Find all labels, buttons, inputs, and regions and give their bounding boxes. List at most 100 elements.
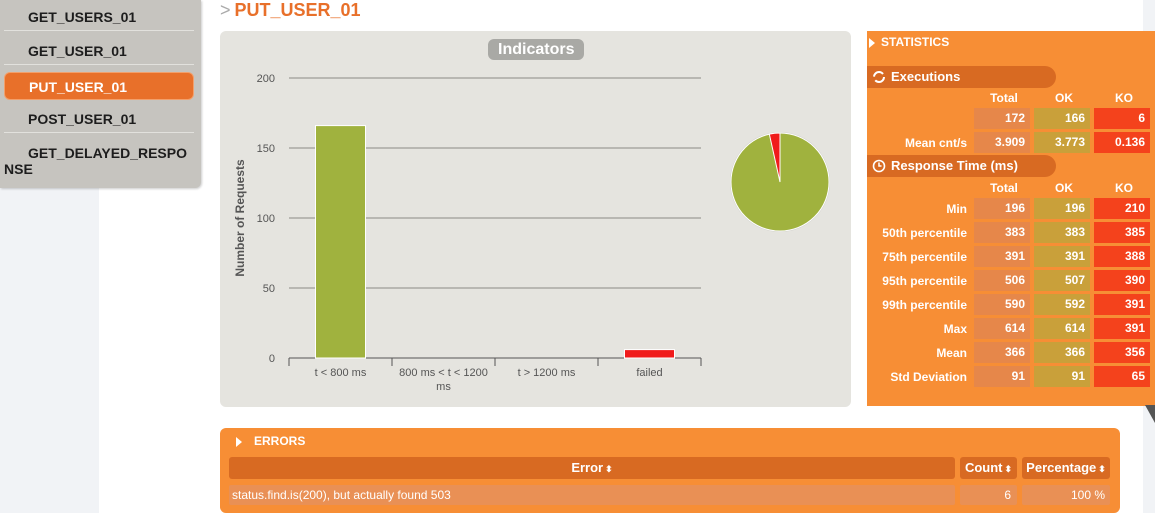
column-header-ko: KO [1115, 181, 1133, 195]
menu-item-label: GET_USERS_01 [28, 9, 137, 25]
menu-item-label: GET_DELAYED_RESPONSE [4, 145, 187, 177]
breadcrumb-separator: > [220, 0, 231, 20]
cell-total: 614 [974, 318, 1030, 339]
row-label: Std Deviation [890, 370, 967, 384]
indicators-panel: 0 50 100 150 200 Number of Requests t < 800 ms… [220, 31, 851, 407]
bar-0 [315, 125, 366, 359]
statistics-panel: STATISTICS Executions Total OK KO 172 166 6 Me… [867, 31, 1155, 406]
row-label: 75th percentile [882, 250, 967, 264]
refresh-icon [873, 71, 885, 83]
cell-total: 172 [974, 108, 1030, 129]
clock-icon [872, 159, 886, 173]
column-header-ok: OK [1055, 91, 1073, 105]
request-menu: GET_USERS_01 GET_USER_01 PUT_USER_01 POS… [0, 0, 201, 188]
menu-item-get-user[interactable]: GET_USER_01 [4, 37, 194, 65]
row-label: Min [946, 202, 967, 216]
count-column-header[interactable]: Count ⬍ [960, 457, 1017, 479]
x-tick-label: t > 1200 ms [518, 367, 576, 379]
error-message-cell: status.find.is(200), but actually found … [229, 485, 955, 505]
cell-ko: 390 [1094, 270, 1150, 291]
menu-item-get-users[interactable]: GET_USERS_01 [4, 3, 194, 31]
cell-ok: 614 [1034, 318, 1090, 339]
row-label: 50th percentile [882, 226, 967, 240]
errors-header[interactable]: ERRORS [236, 434, 305, 448]
cell-ko: 388 [1094, 246, 1150, 267]
sort-icon: ⬍ [605, 464, 613, 474]
column-header-ko: KO [1115, 91, 1133, 105]
cell-ok: 166 [1034, 108, 1090, 129]
row-label: 99th percentile [882, 298, 967, 312]
menu-item-label: GET_USER_01 [28, 43, 127, 59]
cell-ok: 366 [1034, 342, 1090, 363]
statistics-header[interactable]: STATISTICS [869, 35, 949, 49]
executions-title: Executions [891, 69, 961, 84]
cell-ok: 391 [1034, 246, 1090, 267]
cell-ok: 3.773 [1034, 132, 1090, 153]
errors-header-label: ERRORS [254, 434, 306, 448]
menu-item-label: PUT_USER_01 [29, 79, 128, 95]
row-label: Mean cnt/s [904, 136, 967, 150]
row-label: Max [943, 322, 967, 336]
x-tick-label: 800 ms < t < 1200 ms [399, 367, 488, 393]
y-tick-label: 150 [257, 143, 275, 155]
count-column-label: Count [964, 460, 1003, 475]
menu-item-post-user[interactable]: POST_USER_01 [4, 105, 194, 133]
percentage-column-header[interactable]: Percentage ⬍ [1022, 457, 1110, 479]
error-percentage-cell: 100 % [1022, 485, 1110, 505]
cell-total: 91 [974, 366, 1030, 387]
y-tick-label: 50 [263, 283, 275, 295]
sort-icon: ⬍ [1004, 464, 1013, 474]
response-time-title: Response Time (ms) [891, 158, 1018, 173]
x-tick-label: t < 800 ms [315, 367, 367, 379]
cell-ko: 65 [1094, 366, 1150, 387]
y-tick-label: 200 [257, 73, 275, 85]
cell-ok: 91 [1034, 366, 1090, 387]
cell-ko: 391 [1094, 318, 1150, 339]
column-header-ok: OK [1055, 181, 1073, 195]
cell-ko: 0.136 [1094, 132, 1150, 153]
cell-total: 3.909 [974, 132, 1030, 153]
expand-triangle-icon [236, 436, 242, 447]
cell-ko: 6 [1094, 108, 1150, 129]
column-header-total: Total [990, 91, 1018, 105]
pie-slice-failed [768, 132, 781, 183]
cell-total: 590 [974, 294, 1030, 315]
menu-item-put-user[interactable]: PUT_USER_01 [4, 72, 194, 100]
cell-ko: 385 [1094, 222, 1150, 243]
page-title: > PUT_USER_01 [220, 0, 361, 21]
cell-ok: 507 [1034, 270, 1090, 291]
request-name: PUT_USER_01 [234, 0, 361, 20]
row-label: Mean [936, 346, 967, 360]
error-column-label: Error [571, 460, 604, 475]
x-tick-label-line: ms [436, 381, 451, 393]
x-tick-label-line: 800 ms < t < 1200 [399, 367, 488, 379]
error-column-header[interactable]: Error ⬍ [229, 457, 955, 479]
response-time-section: Response Time (ms) [867, 155, 1056, 177]
errors-panel: ERRORS Error ⬍ Count ⬍ Percentage ⬍ status.… [220, 428, 1120, 513]
cell-ok: 196 [1034, 198, 1090, 219]
statistics-header-label: STATISTICS [881, 35, 950, 49]
cell-total: 506 [974, 270, 1030, 291]
cell-ok: 592 [1034, 294, 1090, 315]
cell-total: 366 [974, 342, 1030, 363]
cell-ko: 391 [1094, 294, 1150, 315]
corner-triangle-icon [1145, 405, 1155, 423]
menu-item-get-delayed-response[interactable]: GET_DELAYED_RESPONSE [4, 139, 194, 179]
cell-total: 196 [974, 198, 1030, 219]
indicators-chart: 0 50 100 150 200 Number of Requests t < 800 ms… [233, 73, 830, 393]
percentage-column-label: Percentage [1026, 460, 1097, 475]
cell-total: 391 [974, 246, 1030, 267]
row-label: 95th percentile [882, 274, 967, 288]
cell-ok: 383 [1034, 222, 1090, 243]
error-count-cell: 6 [960, 485, 1017, 505]
y-tick-label: 0 [269, 353, 275, 365]
x-tick-label: failed [636, 367, 662, 379]
executions-section: Executions [867, 66, 1056, 88]
column-header-total: Total [990, 181, 1018, 195]
cell-total: 383 [974, 222, 1030, 243]
menu-item-label: POST_USER_01 [28, 111, 137, 127]
y-tick-label: 100 [257, 213, 275, 225]
expand-triangle-icon [869, 37, 875, 48]
bar-3 [624, 349, 675, 359]
cell-ko: 356 [1094, 342, 1150, 363]
